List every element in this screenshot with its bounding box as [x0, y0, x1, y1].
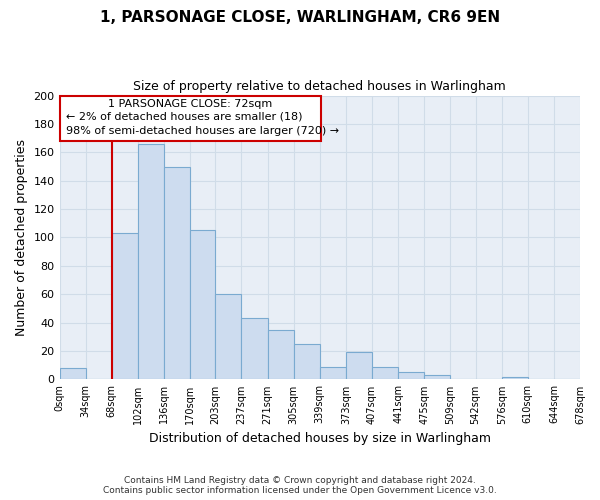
- Bar: [164, 166, 190, 380]
- Text: 1, PARSONAGE CLOSE, WARLINGHAM, CR6 9EN: 1, PARSONAGE CLOSE, WARLINGHAM, CR6 9EN: [100, 10, 500, 25]
- Title: Size of property relative to detached houses in Warlingham: Size of property relative to detached ho…: [133, 80, 506, 93]
- FancyBboxPatch shape: [59, 96, 320, 141]
- Bar: [241, 318, 268, 380]
- Bar: [320, 366, 346, 380]
- Bar: [268, 330, 293, 380]
- Bar: [424, 375, 450, 380]
- Y-axis label: Number of detached properties: Number of detached properties: [15, 139, 28, 336]
- Bar: [190, 230, 215, 380]
- Bar: [59, 368, 86, 380]
- Bar: [372, 366, 398, 380]
- Bar: [398, 372, 424, 380]
- Text: 1 PARSONAGE CLOSE: 72sqm: 1 PARSONAGE CLOSE: 72sqm: [108, 98, 272, 108]
- Text: ← 2% of detached houses are smaller (18): ← 2% of detached houses are smaller (18): [65, 112, 302, 122]
- Bar: [138, 144, 164, 380]
- X-axis label: Distribution of detached houses by size in Warlingham: Distribution of detached houses by size …: [149, 432, 491, 445]
- Text: Contains HM Land Registry data © Crown copyright and database right 2024.
Contai: Contains HM Land Registry data © Crown c…: [103, 476, 497, 495]
- Bar: [112, 233, 138, 380]
- Text: 98% of semi-detached houses are larger (720) →: 98% of semi-detached houses are larger (…: [65, 126, 339, 136]
- Bar: [502, 376, 528, 380]
- Bar: [346, 352, 372, 380]
- Bar: [215, 294, 241, 380]
- Bar: [293, 344, 320, 380]
